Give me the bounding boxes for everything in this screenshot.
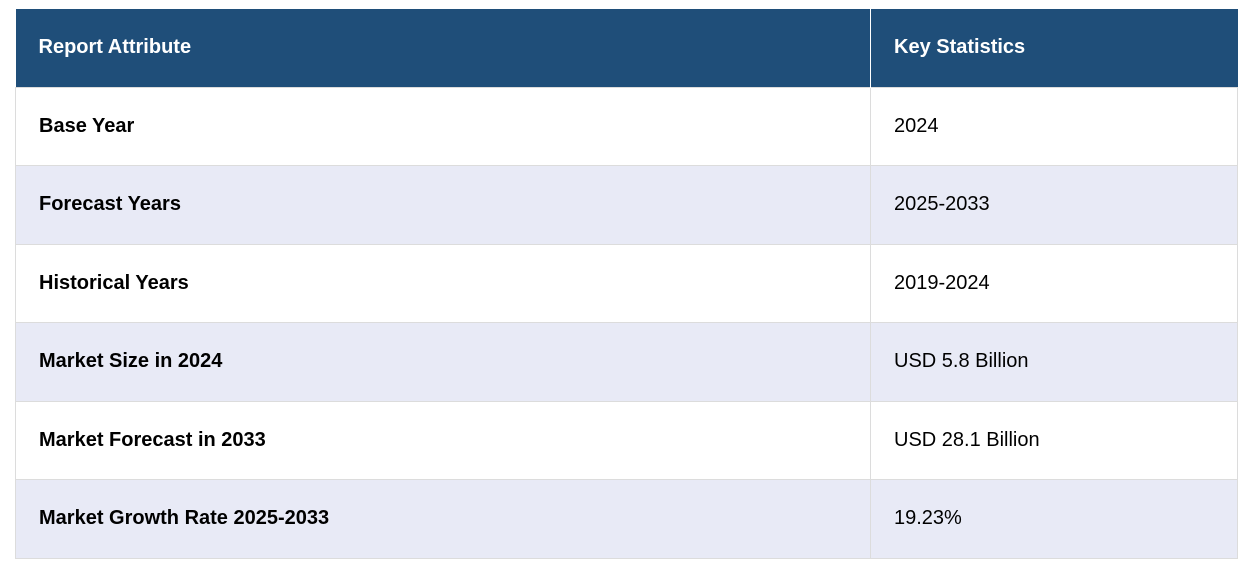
row-attribute: Forecast Years bbox=[15, 164, 871, 245]
row-value: 2025-2033 bbox=[870, 164, 1238, 245]
row-attribute: Market Forecast in 2033 bbox=[15, 400, 871, 480]
row-value: USD 28.1 Billion bbox=[870, 400, 1238, 480]
row-attribute: Market Size in 2024 bbox=[15, 321, 871, 402]
table-row: Market Size in 2024 USD 5.8 Billion bbox=[15, 321, 1238, 402]
table-row: Base Year 2024 bbox=[15, 86, 1238, 166]
table-row: Forecast Years 2025-2033 bbox=[15, 164, 1238, 245]
row-value: USD 5.8 Billion bbox=[870, 321, 1238, 402]
row-attribute: Market Growth Rate 2025-2033 bbox=[15, 478, 871, 559]
header-report-attribute: Report Attribute bbox=[15, 9, 871, 87]
header-key-statistics: Key Statistics bbox=[870, 9, 1238, 87]
row-value: 19.23% bbox=[870, 478, 1238, 559]
table-header-row: Report Attribute Key Statistics bbox=[15, 9, 1238, 87]
row-value: 2019-2024 bbox=[870, 243, 1238, 323]
table-row: Historical Years 2019-2024 bbox=[15, 243, 1238, 323]
row-attribute: Base Year bbox=[15, 86, 871, 166]
table-row: Market Forecast in 2033 USD 28.1 Billion bbox=[15, 400, 1238, 480]
row-value: 2024 bbox=[870, 86, 1238, 166]
report-table-container: Report Attribute Key Statistics Base Yea… bbox=[15, 9, 1238, 559]
report-table: Report Attribute Key Statistics Base Yea… bbox=[15, 9, 1238, 559]
table-row: Market Growth Rate 2025-2033 19.23% bbox=[15, 478, 1238, 559]
row-attribute: Historical Years bbox=[15, 243, 871, 323]
